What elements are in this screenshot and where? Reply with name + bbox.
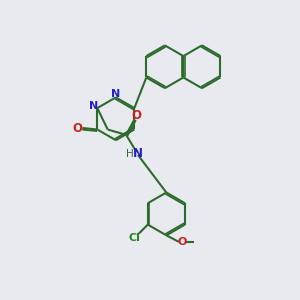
Text: N: N — [111, 88, 120, 98]
Text: H: H — [126, 149, 134, 159]
Text: Cl: Cl — [129, 233, 141, 243]
Text: N: N — [132, 147, 142, 161]
Text: O: O — [73, 122, 83, 134]
Text: O: O — [132, 109, 142, 122]
Text: O: O — [178, 237, 187, 247]
Text: N: N — [89, 101, 98, 111]
